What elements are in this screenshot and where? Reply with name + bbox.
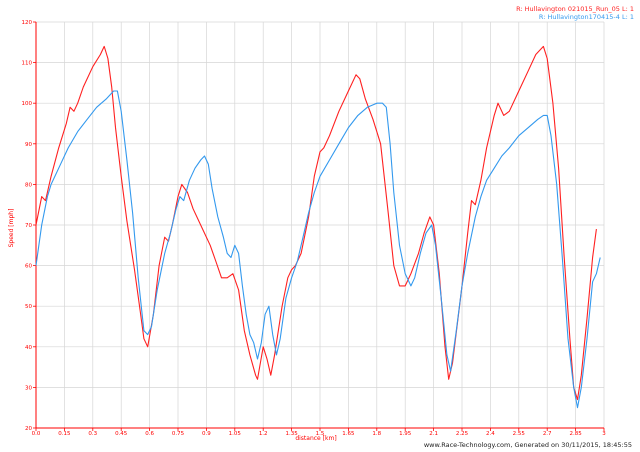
x-tick-label: 1.35 xyxy=(285,431,298,437)
x-tick-label: 0.45 xyxy=(115,431,128,437)
y-tick-label: 100 xyxy=(22,101,33,107)
chart-series xyxy=(35,45,601,409)
y-tick-label: 50 xyxy=(25,304,32,310)
y-tick-label: 60 xyxy=(25,264,32,270)
x-tick-label: 1.8 xyxy=(372,431,381,437)
y-tick-label: 20 xyxy=(25,426,32,432)
y-tick-label: 30 xyxy=(25,385,32,391)
x-tick-label: 0.0 xyxy=(32,431,41,437)
y-axis-label: Speed [mph] xyxy=(8,209,15,248)
x-tick-label: 1.05 xyxy=(229,431,242,437)
x-tick-label: 0.75 xyxy=(172,431,185,437)
x-tick-label: 1.5 xyxy=(316,431,325,437)
x-axis-label: distance [km] xyxy=(295,435,336,442)
chart-axes: 0.0 0.15 0.3 0.45 0.6 0.75 0.9 1.05 1.2 1.35 1.5 1.… xyxy=(22,20,607,437)
y-tick-label: 70 xyxy=(25,223,32,229)
y-tick-label: 80 xyxy=(25,182,32,188)
x-tick-label: 1.2 xyxy=(259,431,268,437)
series-line-0 xyxy=(35,45,597,401)
y-tick-label: 120 xyxy=(22,20,33,26)
x-tick-label: 3 xyxy=(602,431,606,437)
legend-entry-run-05: R: Hullavington 021015_Run_05 L: 1 xyxy=(516,5,634,13)
x-tick-label: 1.95 xyxy=(399,431,412,437)
x-tick-label: 2.85 xyxy=(569,431,582,437)
y-tick-label: 110 xyxy=(22,61,33,67)
x-tick-label: 0.6 xyxy=(145,431,154,437)
x-tick-label: 2.55 xyxy=(513,431,526,437)
y-tick-label: 90 xyxy=(25,142,32,148)
x-tick-label: 1.65 xyxy=(342,431,355,437)
x-tick-label: 2.1 xyxy=(429,431,438,437)
x-tick-label: 2.25 xyxy=(456,431,469,437)
x-tick-label: 2.7 xyxy=(543,431,552,437)
x-tick-label: 0.15 xyxy=(58,431,71,437)
series-line-1 xyxy=(35,90,601,409)
chart-legend: R: Hullavington 021015_Run_05 L: 1 R: Hu… xyxy=(516,5,634,21)
chart-grid xyxy=(35,21,605,429)
y-tick-label: 40 xyxy=(25,345,32,351)
footer-credit: www.Race-Technology.com, Generated on 30… xyxy=(423,441,632,449)
x-tick-label: 2.4 xyxy=(486,431,495,437)
x-tick-label: 0.9 xyxy=(202,431,211,437)
x-tick-label: 0.3 xyxy=(88,431,97,437)
legend-entry-170415-4: R: Hullavington170415-4 L: 1 xyxy=(538,13,634,21)
